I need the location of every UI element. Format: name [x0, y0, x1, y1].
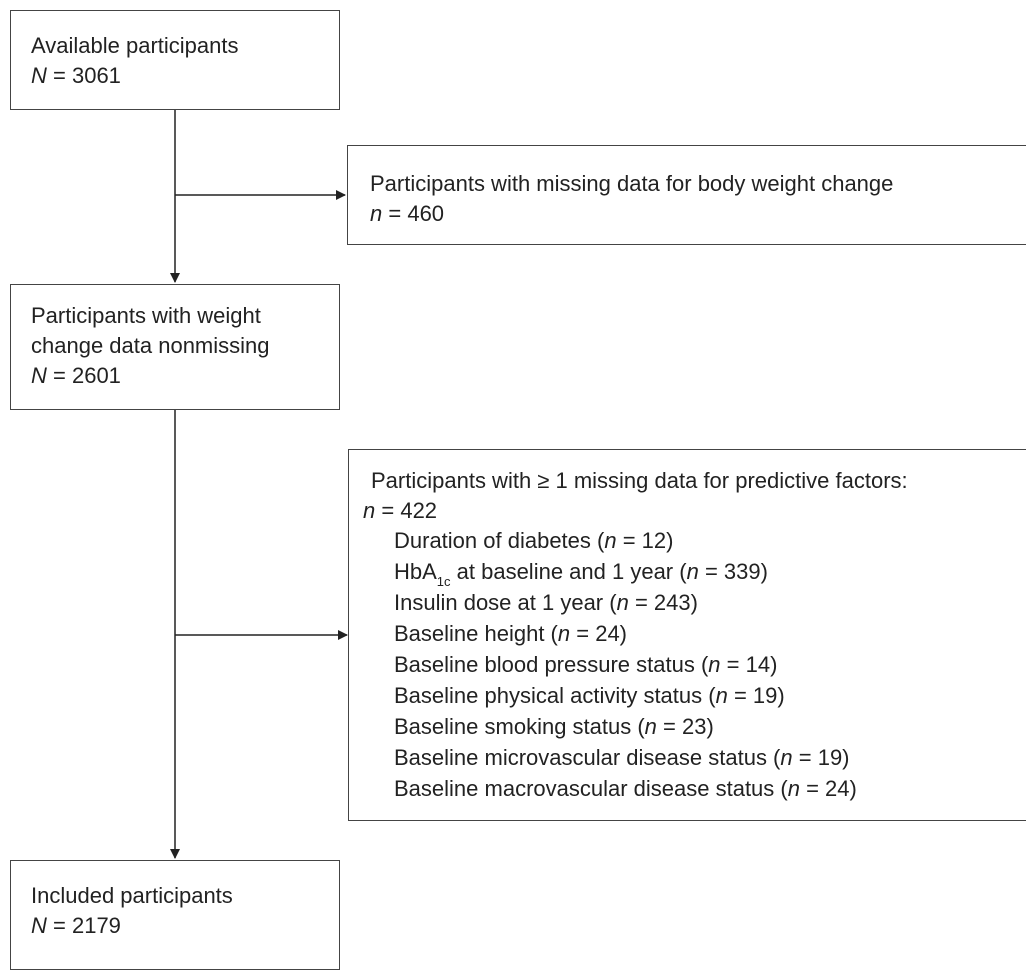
- excluded-factors-count: n = 422: [363, 498, 438, 523]
- nonmissing-line1: Participants with weight: [31, 303, 261, 328]
- excluded-factors-box: Participants with ≥ 1 missing data for p…: [348, 449, 1026, 821]
- excluded-weight-count: n = 460: [370, 201, 445, 226]
- factor-item: Baseline blood pressure status (n = 14): [394, 652, 778, 677]
- nonmissing-participants-box: Participants with weight change data non…: [10, 284, 340, 410]
- available-participants-box: Available participants N = 3061: [10, 10, 340, 110]
- included-participants-label: Included participants: [31, 883, 233, 908]
- factor-item: Baseline physical activity status (n = 1…: [394, 683, 785, 708]
- factor-item: Baseline microvascular disease status (n…: [394, 745, 850, 770]
- included-participants-box: Included participants N = 2179: [10, 860, 340, 970]
- excluded-factors-label: Participants with ≥ 1 missing data for p…: [371, 468, 908, 493]
- factor-item: HbA1c at baseline and 1 year (n = 339): [394, 559, 768, 589]
- excluded-weight-box: Participants with missing data for body …: [347, 145, 1026, 245]
- available-participants-label: Available participants: [31, 33, 239, 58]
- nonmissing-line2: change data nonmissing: [31, 333, 270, 358]
- nonmissing-count: N = 2601: [31, 363, 121, 388]
- factor-item: Duration of diabetes (n = 12): [394, 528, 674, 553]
- factor-item: Baseline height (n = 24): [394, 621, 628, 646]
- available-participants-count: N = 3061: [31, 63, 121, 88]
- factor-item: Baseline macrovascular disease status (n…: [394, 776, 857, 801]
- excluded-weight-label: Participants with missing data for body …: [370, 171, 894, 196]
- factor-item: Insulin dose at 1 year (n = 243): [394, 590, 698, 615]
- factor-item: Baseline smoking status (n = 23): [394, 714, 714, 739]
- included-participants-count: N = 2179: [31, 913, 121, 938]
